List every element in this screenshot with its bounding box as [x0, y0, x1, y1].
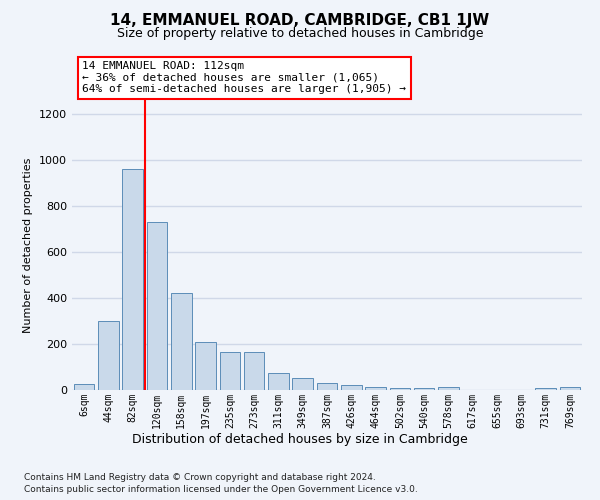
Text: 14 EMMANUEL ROAD: 112sqm
← 36% of detached houses are smaller (1,065)
64% of sem: 14 EMMANUEL ROAD: 112sqm ← 36% of detach… [82, 61, 406, 94]
Bar [535, 388, 556, 390]
Bar [98, 321, 119, 390]
Text: Contains public sector information licensed under the Open Government Licence v3: Contains public sector information licen… [24, 485, 418, 494]
Bar [146, 222, 167, 390]
Text: Contains HM Land Registry data © Crown copyright and database right 2024.: Contains HM Land Registry data © Crown c… [24, 472, 376, 482]
Bar [220, 352, 240, 390]
Bar [365, 386, 386, 390]
Bar [389, 388, 410, 390]
Bar [317, 383, 337, 390]
Bar [438, 387, 459, 390]
Text: 14, EMMANUEL ROAD, CAMBRIDGE, CB1 1JW: 14, EMMANUEL ROAD, CAMBRIDGE, CB1 1JW [110, 12, 490, 28]
Text: Distribution of detached houses by size in Cambridge: Distribution of detached houses by size … [132, 432, 468, 446]
Bar [171, 294, 191, 390]
Bar [292, 378, 313, 390]
Bar [74, 384, 94, 390]
Bar [268, 372, 289, 390]
Bar [244, 352, 265, 390]
Bar [195, 342, 216, 390]
Text: Size of property relative to detached houses in Cambridge: Size of property relative to detached ho… [117, 28, 483, 40]
Bar [560, 386, 580, 390]
Bar [122, 169, 143, 390]
Y-axis label: Number of detached properties: Number of detached properties [23, 158, 34, 332]
Bar [414, 388, 434, 390]
Bar [341, 386, 362, 390]
